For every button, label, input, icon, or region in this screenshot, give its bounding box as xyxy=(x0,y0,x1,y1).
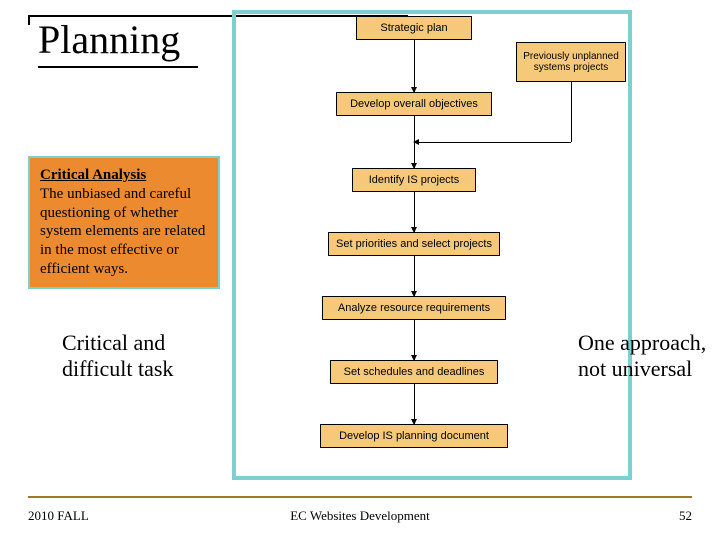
flow-node-priorities: Set priorities and select projects xyxy=(328,232,500,256)
flow-arrow xyxy=(414,256,415,296)
flow-connector xyxy=(571,82,572,142)
flow-arrow xyxy=(414,320,415,360)
flow-arrow xyxy=(414,40,415,92)
flow-node-analyze: Analyze resource requirements xyxy=(322,296,506,320)
note-right: One approach, not universal xyxy=(578,330,706,383)
flow-node-prev: Previously unplanned systems projects xyxy=(516,42,626,82)
footer-rule xyxy=(28,496,692,498)
flow-node-strategic: Strategic plan xyxy=(356,16,472,40)
flow-node-identify: Identify IS projects xyxy=(352,168,476,192)
footer-center: EC Websites Development xyxy=(0,508,720,524)
flowchart-panel: Strategic plan Previously unplanned syste… xyxy=(232,10,632,480)
flow-node-document: Develop IS planning document xyxy=(320,424,508,448)
flow-connector xyxy=(414,142,571,143)
title-rule-bottom xyxy=(38,66,198,68)
callout-title: Critical Analysis xyxy=(40,167,146,183)
flow-arrow xyxy=(414,192,415,232)
flow-node-schedules: Set schedules and deadlines xyxy=(330,360,498,384)
callout-body: The unbiased and careful questioning of … xyxy=(40,186,205,277)
footer-page-number: 52 xyxy=(679,508,692,524)
flow-arrow xyxy=(414,384,415,424)
title-tick xyxy=(28,15,30,25)
note-left: Critical and difficult task xyxy=(62,330,173,383)
critical-analysis-callout: Critical Analysis The unbiased and caref… xyxy=(28,156,220,289)
page-title: Planning xyxy=(38,16,180,63)
flow-node-objectives: Develop overall objectives xyxy=(336,92,492,116)
